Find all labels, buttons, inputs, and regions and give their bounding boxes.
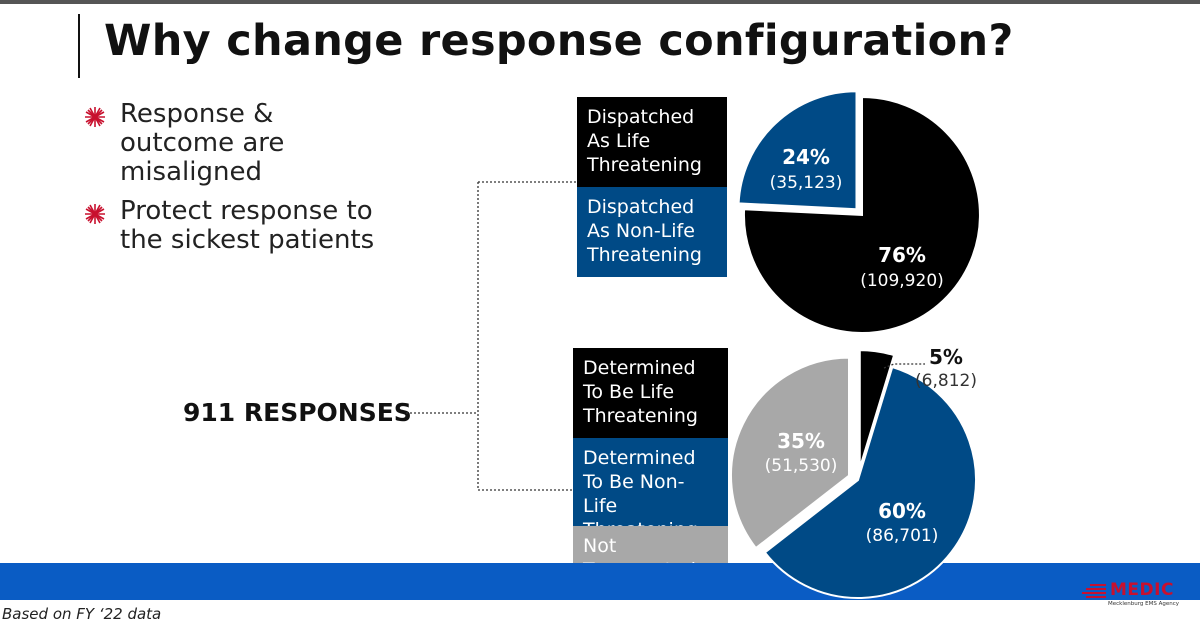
root-label-911-responses: 911 RESPONSES: [183, 398, 412, 427]
legend-dispatched-non-life-threatening: Dispatched As Non-Life Threatening: [577, 187, 727, 277]
bullet-item: Response & outcome are misaligned: [84, 100, 384, 187]
pie-slice-determined-non-life-threatening: [763, 365, 977, 599]
bullet-text: Response & outcome are misaligned: [120, 99, 285, 187]
legend-determined-life-threatening: Determined To Be Life Threatening: [573, 348, 728, 438]
page-title: Why change response configuration?: [104, 16, 1014, 66]
pie-label-count: (109,920): [860, 271, 944, 291]
bullet-item: Protect response to the sickest patients: [84, 197, 384, 255]
footnote: Based on FY ‘22 data: [2, 605, 162, 623]
pie-label-count: (6,812): [915, 371, 977, 391]
pie-label-percent: 5%: [929, 345, 963, 369]
pie-slice-determined-life-threatening: [858, 349, 896, 469]
medic-logo-mark-icon: [1082, 584, 1106, 598]
pie-slice-not-transported: [730, 356, 851, 550]
pie-slice-dispatched-life-threatening: [742, 95, 981, 334]
legend-label: Determined To Be Life Threatening: [583, 357, 698, 427]
pie-slice-dispatched-non-life-threatening: [737, 90, 858, 211]
top-border: [0, 0, 1200, 4]
bullet-list: Response & outcome are misaligned Protec…: [84, 100, 384, 257]
legend-label: Dispatched As Life Threatening: [587, 106, 702, 176]
logo-subtext: Mecklenburg EMS Agency: [1108, 601, 1179, 607]
title-accent-bar: [78, 14, 80, 78]
pie-label-percent: 76%: [878, 243, 926, 267]
pie-label-count: (35,123): [770, 173, 843, 193]
legend-dispatched-life-threatening: Dispatched As Life Threatening: [577, 97, 727, 187]
pie-label-percent: 60%: [878, 499, 926, 523]
pie-label-count: (86,701): [866, 526, 939, 546]
pie-label-count: (51,530): [765, 456, 838, 476]
footer-strip: [0, 600, 1200, 629]
legend-label: Dispatched As Non-Life Threatening: [587, 196, 702, 266]
asterisk-bullet-icon: [85, 204, 105, 224]
bullet-text: Protect response to the sickest patients: [120, 196, 375, 255]
pie-label-percent: 35%: [777, 429, 825, 453]
pie-label-percent: 24%: [782, 145, 830, 169]
logo-text: MEDIC: [1110, 580, 1174, 600]
asterisk-bullet-icon: [85, 107, 105, 127]
medic-logo: MEDIC Mecklenburg EMS Agency: [1080, 580, 1192, 612]
